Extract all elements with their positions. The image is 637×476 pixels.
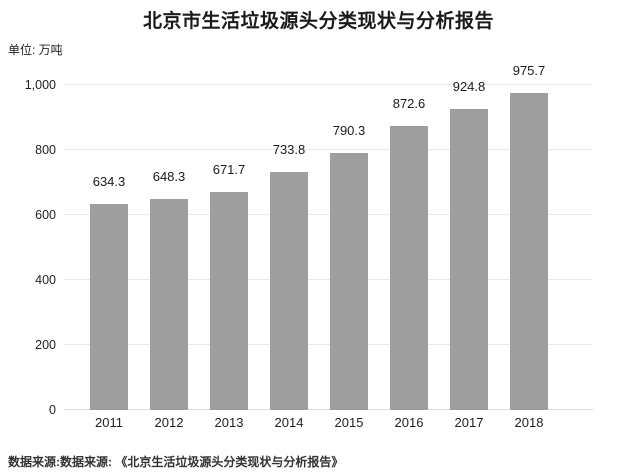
x-axis-label: 2017 xyxy=(454,415,484,430)
bar-value-label: 924.8 xyxy=(452,79,486,95)
gridline xyxy=(64,279,593,280)
bar xyxy=(270,171,308,410)
unit-label: 单位: 万吨 xyxy=(8,43,63,57)
bar-value-label: 733.8 xyxy=(272,141,306,157)
y-axis-tick-label: 600 xyxy=(35,208,56,222)
x-axis-label: 2014 xyxy=(274,415,304,430)
gridline xyxy=(64,214,593,215)
bar-group: 671.7 2013 xyxy=(210,161,248,430)
bar xyxy=(330,153,368,410)
gridline xyxy=(64,84,593,85)
gridline xyxy=(64,149,593,150)
bar xyxy=(390,126,428,410)
bar-value-label: 634.3 xyxy=(92,173,126,189)
bar-group: 648.3 2012 xyxy=(150,169,188,430)
source-note: 数据来源:数据来源: 《北京生活垃圾源头分类现状与分析报告》 xyxy=(8,455,344,469)
bar xyxy=(210,191,248,410)
bar-value-label: 648.3 xyxy=(152,169,186,185)
bar-group: 924.8 2017 xyxy=(450,79,488,430)
bar-group: 634.3 2011 xyxy=(90,173,128,430)
bar xyxy=(510,92,548,410)
y-axis-tick-label: 1,000 xyxy=(24,78,56,92)
bar xyxy=(450,109,488,410)
x-axis-line xyxy=(64,409,593,410)
bar xyxy=(90,203,128,410)
y-axis-tick-label: 400 xyxy=(35,273,56,287)
bar-value-label: 872.6 xyxy=(392,96,426,112)
x-axis-label: 2011 xyxy=(95,415,123,430)
x-axis-label: 2016 xyxy=(394,415,424,430)
bars-container: 634.3 2011 648.3 2012 671.7 2013 733.8 2014 790.… xyxy=(64,64,593,430)
x-axis-label: 2015 xyxy=(334,415,364,430)
y-axis-tick-label: 200 xyxy=(35,338,56,352)
plot-area: 0 200 400 600 800 1,000 634.3 2011 648.3 2012 671… xyxy=(25,64,593,430)
bar-value-label: 790.3 xyxy=(332,123,366,139)
y-axis-tick-label: 800 xyxy=(35,143,56,157)
gridline xyxy=(64,344,593,345)
bar xyxy=(150,199,188,410)
chart-title: 北京市生活垃圾源头分类现状与分析报告 xyxy=(142,11,494,32)
x-axis-label: 2018 xyxy=(514,415,544,430)
bar-value-label: 671.7 xyxy=(212,161,246,177)
y-axis-tick-label: 0 xyxy=(49,403,56,417)
bar-group: 975.7 2018 xyxy=(510,62,548,430)
bar-value-label: 975.7 xyxy=(512,62,546,78)
bar-group: 872.6 2016 xyxy=(390,96,428,430)
bar-group: 733.8 2014 xyxy=(270,141,308,430)
x-axis-label: 2012 xyxy=(154,415,184,430)
x-axis-label: 2013 xyxy=(214,415,244,430)
bar-group: 790.3 2015 xyxy=(330,123,368,430)
